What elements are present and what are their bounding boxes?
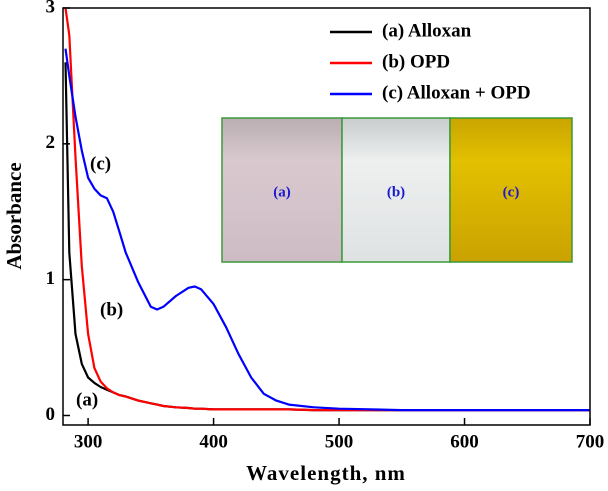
x-tick-label: 600 [450, 431, 479, 452]
x-tick-label: 400 [199, 431, 228, 452]
x-axis-title: Wavelength, nm [246, 461, 406, 485]
x-tick-label: 500 [325, 431, 354, 452]
inset-label: (c) [503, 184, 520, 200]
x-tick-label: 300 [74, 431, 103, 452]
y-tick-label: 1 [46, 268, 56, 289]
inset-label: (a) [273, 184, 291, 200]
data-line [64, 48, 590, 412]
x-tick-label: 700 [576, 431, 605, 452]
y-tick-label: 3 [46, 0, 56, 17]
data-line [64, 8, 590, 412]
y-axis-title: Absorbance [2, 162, 26, 269]
curve-annotation: (a) [76, 389, 98, 410]
inset-photo [449, 117, 573, 263]
inset-photos [221, 117, 573, 263]
y-tick-label: 2 [46, 132, 56, 153]
curve-annotation: (b) [100, 299, 123, 320]
curve-annotation: (c) [90, 153, 111, 174]
plot-frame [62, 7, 591, 426]
legend-label: (c) Alloxan + OPD [382, 82, 531, 103]
legend-label: (b) OPD [382, 51, 450, 72]
inset-label: (b) [387, 184, 405, 200]
inset-photo [341, 117, 451, 263]
legend-label: (a) Alloxan [382, 20, 472, 41]
inset-photo [221, 117, 343, 263]
y-tick-label: 0 [46, 404, 56, 425]
